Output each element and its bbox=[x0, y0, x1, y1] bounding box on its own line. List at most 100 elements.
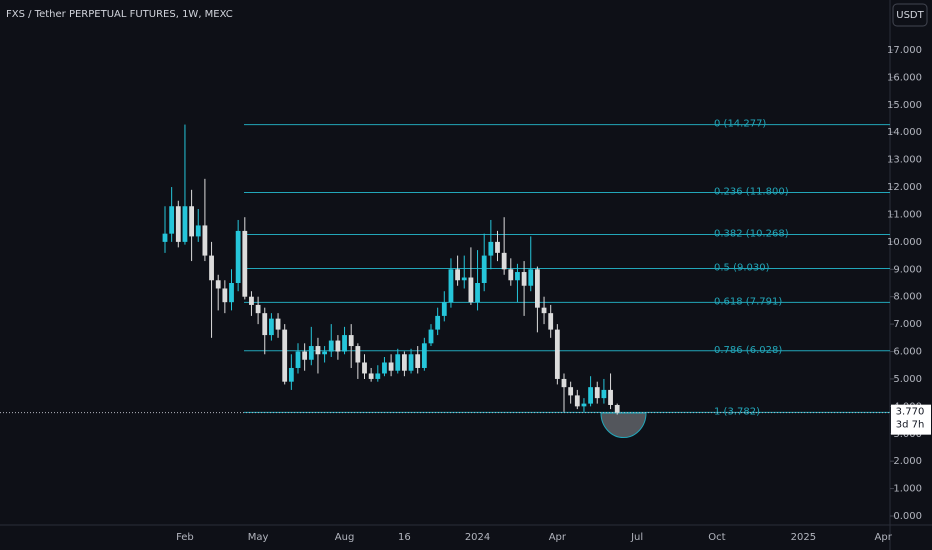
x-tick-label: Aug bbox=[335, 532, 355, 543]
fib-label: 0 (14.277) bbox=[714, 119, 766, 130]
candle-body bbox=[475, 283, 480, 303]
x-tick-label: Apr bbox=[549, 532, 567, 543]
candle-body bbox=[235, 230, 241, 283]
candle-body bbox=[601, 389, 607, 399]
candle-body bbox=[481, 255, 487, 283]
fib-label: 0.382 (10.268) bbox=[714, 229, 789, 240]
candle-body bbox=[614, 404, 620, 413]
candle-body bbox=[362, 362, 367, 374]
candle-body bbox=[541, 307, 547, 314]
candle-body bbox=[428, 329, 434, 344]
x-tick-label: Jul bbox=[630, 532, 643, 543]
candle-body bbox=[468, 277, 474, 303]
candle-body bbox=[461, 277, 467, 281]
candle-body bbox=[348, 335, 354, 347]
candle-body bbox=[315, 346, 321, 355]
candle-body bbox=[488, 241, 494, 256]
candle-body bbox=[269, 318, 274, 336]
fib-label: 0.786 (6.028) bbox=[714, 345, 782, 356]
candle-body bbox=[355, 346, 361, 363]
candle-body bbox=[182, 206, 188, 242]
y-tick-label: 5.000 bbox=[893, 374, 922, 385]
y-tick-label: 14.000 bbox=[887, 127, 922, 138]
candle-body bbox=[594, 387, 600, 399]
candle-body bbox=[308, 346, 314, 360]
candle-body bbox=[395, 354, 401, 371]
candle-body bbox=[162, 233, 168, 242]
candle-body bbox=[402, 354, 407, 371]
candle-body bbox=[302, 351, 308, 360]
candle-body bbox=[328, 340, 334, 352]
candle-body bbox=[508, 269, 514, 281]
x-tick-label: 2025 bbox=[791, 532, 816, 543]
cup-drawing bbox=[600, 412, 647, 438]
last-price-box bbox=[891, 404, 931, 435]
x-tick-label: Feb bbox=[176, 532, 194, 543]
countdown-label: 3d 7h bbox=[896, 420, 925, 431]
x-tick-label: Apr bbox=[875, 532, 893, 543]
y-tick-label: 6.000 bbox=[893, 347, 922, 358]
candle-body bbox=[202, 225, 208, 256]
candle-body bbox=[169, 206, 175, 234]
candle-body bbox=[495, 241, 500, 253]
candle-body bbox=[222, 288, 228, 303]
y-tick-label: 15.000 bbox=[887, 100, 922, 111]
fib-label: 0.618 (7.791) bbox=[714, 296, 782, 307]
candle-body bbox=[588, 387, 593, 404]
candle-body bbox=[574, 395, 580, 407]
candle-body bbox=[275, 318, 281, 330]
candle-body bbox=[528, 269, 534, 286]
y-tick-label: 12.000 bbox=[887, 182, 922, 193]
fib-label: 0.5 (9.030) bbox=[714, 262, 770, 273]
candle-body bbox=[209, 255, 214, 281]
candle-body bbox=[501, 252, 507, 270]
candle-body bbox=[249, 296, 254, 305]
candle-body bbox=[441, 302, 447, 316]
y-tick-label: 11.000 bbox=[887, 209, 922, 220]
y-tick-label: 13.000 bbox=[887, 155, 922, 166]
x-tick-label: May bbox=[248, 532, 269, 543]
fib-label: 0.236 (11.800) bbox=[714, 187, 789, 198]
y-tick-label: 8.000 bbox=[893, 292, 922, 303]
y-tick-label: 17.000 bbox=[887, 45, 922, 56]
candle-body bbox=[368, 373, 374, 379]
candle-body bbox=[382, 362, 387, 374]
candle-body bbox=[568, 387, 574, 396]
chart-title: FXS / Tether PERPETUAL FUTURES, 1W, MEXC bbox=[6, 9, 233, 20]
y-tick-label: 16.000 bbox=[887, 72, 922, 83]
candle-body bbox=[262, 313, 268, 336]
candle-body bbox=[322, 351, 327, 355]
fib-label: 1 (3.782) bbox=[714, 406, 760, 417]
candle-body bbox=[195, 225, 201, 237]
candle-body bbox=[435, 315, 441, 330]
last-price-label: 3.770 bbox=[896, 407, 925, 418]
candle-body bbox=[375, 373, 381, 379]
candle-body bbox=[408, 354, 414, 371]
candle-body bbox=[342, 335, 347, 352]
candle-body bbox=[581, 403, 587, 407]
candle-body bbox=[415, 354, 421, 368]
x-tick-label: 2024 bbox=[465, 532, 490, 543]
candle-body bbox=[242, 230, 248, 297]
currency-button[interactable] bbox=[892, 3, 928, 27]
candle-body bbox=[215, 280, 221, 289]
candle-body bbox=[421, 343, 427, 368]
candle-body bbox=[521, 272, 527, 286]
candle-body bbox=[548, 313, 554, 330]
candle-body bbox=[535, 269, 540, 308]
currency-label[interactable]: USDT bbox=[896, 10, 924, 21]
y-tick-label: 0.000 bbox=[893, 511, 922, 522]
y-tick-label: 10.000 bbox=[887, 237, 922, 248]
candle-body bbox=[554, 329, 560, 379]
candle-body bbox=[388, 362, 394, 371]
candle-body bbox=[229, 283, 234, 303]
y-tick-label: 2.000 bbox=[893, 456, 922, 467]
candle-body bbox=[455, 269, 460, 281]
candle-body bbox=[288, 367, 294, 382]
candle-body bbox=[448, 269, 454, 303]
y-tick-label: 7.000 bbox=[893, 319, 922, 330]
y-tick-label: 9.000 bbox=[893, 264, 922, 275]
candle-body bbox=[515, 272, 520, 281]
